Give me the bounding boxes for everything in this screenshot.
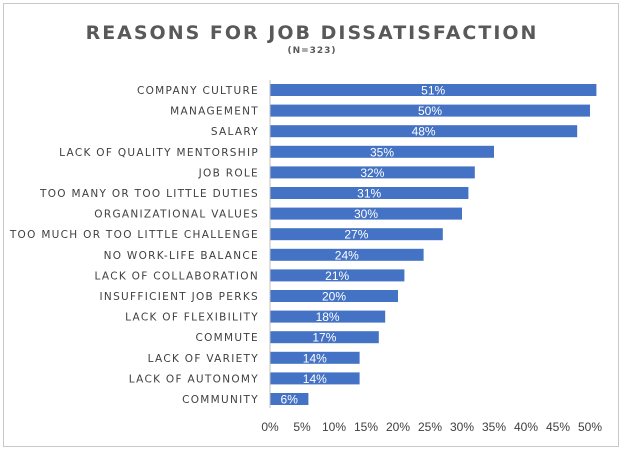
data-label: 17%	[312, 331, 336, 345]
category-label: NO WORK-LIFE BALANCE	[104, 250, 259, 262]
bar	[270, 228, 443, 241]
bar	[270, 166, 475, 179]
data-label: 21%	[325, 269, 349, 283]
chart-subtitle: (N=323)	[287, 46, 337, 56]
category-label: MANAGEMENT	[170, 106, 259, 118]
bar	[270, 269, 405, 282]
bar	[270, 331, 379, 344]
x-tick-label: 50%	[578, 420, 602, 434]
chart-title: REASONS FOR JOB DISSATISFACTION	[85, 22, 539, 44]
data-label: 27%	[344, 228, 368, 242]
data-label: 31%	[357, 187, 381, 201]
category-label: LACK OF FLEXIBILITY	[125, 312, 259, 324]
x-tick-label: 0%	[261, 420, 279, 434]
x-tick-label: 15%	[354, 420, 378, 434]
bar	[270, 84, 597, 96]
category-label: JOB ROLE	[198, 167, 259, 179]
bar	[270, 145, 494, 158]
category-label: LACK OF VARIETY	[148, 353, 259, 365]
category-label: COMMUTE	[195, 332, 259, 344]
bar	[270, 187, 469, 199]
data-label: 14%	[303, 372, 327, 386]
bar	[270, 393, 309, 405]
category-label: LACK OF AUTONOMY	[129, 373, 259, 385]
category-label: SALARY	[211, 126, 259, 138]
bar	[270, 248, 424, 261]
category-label: TOO MUCH OR TOO LITTLE CHALLENGE	[9, 229, 259, 241]
category-label: COMMUNITY	[182, 394, 259, 406]
category-label: TOO MANY OR TOO LITTLE DUTIES	[39, 188, 259, 200]
data-label: 32%	[360, 166, 384, 180]
bar	[270, 207, 462, 220]
data-label: 35%	[370, 145, 394, 159]
x-tick-label: 45%	[546, 420, 570, 434]
category-label: INSUFFICIENT JOB PERKS	[100, 291, 259, 303]
data-label: 24%	[335, 248, 359, 262]
bar	[270, 125, 578, 138]
data-label: 50%	[418, 104, 442, 118]
bar	[270, 290, 398, 302]
bar	[270, 372, 360, 385]
data-label: 30%	[354, 207, 378, 221]
category-label: LACK OF QUALITY MENTORSHIP	[59, 147, 259, 159]
x-tick-label: 10%	[322, 420, 346, 434]
x-tick-label: 35%	[482, 420, 506, 434]
x-tick-label: 5%	[293, 420, 311, 434]
category-label: COMPANY CULTURE	[137, 85, 259, 97]
bar	[270, 351, 360, 364]
data-label: 48%	[412, 125, 436, 139]
bar	[270, 104, 590, 117]
bar	[270, 310, 386, 323]
data-label: 20%	[322, 290, 346, 304]
x-tick-label: 20%	[386, 420, 410, 434]
data-label: 51%	[421, 84, 445, 98]
data-label: 18%	[316, 310, 340, 324]
category-label: ORGANIZATIONAL VALUES	[94, 209, 259, 221]
x-tick-label: 30%	[450, 420, 474, 434]
x-tick-label: 40%	[514, 420, 538, 434]
data-label: 6%	[281, 393, 299, 407]
category-label: LACK OF COLLABORATION	[95, 270, 259, 282]
data-label: 14%	[303, 351, 327, 365]
x-tick-label: 25%	[418, 420, 442, 434]
